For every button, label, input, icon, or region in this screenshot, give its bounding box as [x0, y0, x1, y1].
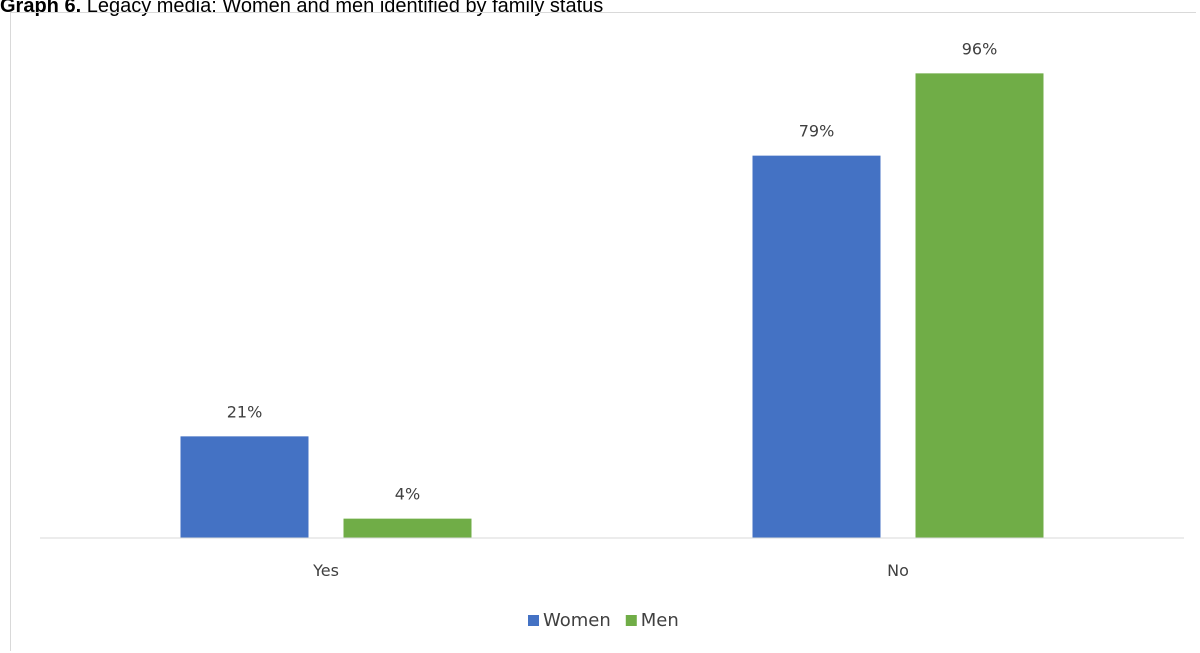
bar-men-yes: [343, 518, 472, 538]
legend-label-women: Women: [543, 610, 611, 631]
legend: Women Men: [528, 610, 679, 631]
data-label-women-no: 79%: [799, 122, 835, 141]
x-tick-label-yes: Yes: [312, 561, 339, 580]
bar-women-no: [752, 155, 881, 538]
chart-frame: [10, 12, 1196, 651]
legend-label-men: Men: [641, 610, 679, 631]
value-labels-group: 21% 4% 79% 96%: [227, 39, 998, 503]
bars-group: [180, 73, 1044, 539]
data-label-men-no: 96%: [962, 39, 998, 58]
legend-swatch-men: [625, 615, 637, 626]
bar-women-yes: [180, 436, 309, 538]
x-tick-label-no: No: [887, 561, 909, 580]
bar-men-no: [915, 73, 1044, 539]
x-tick-labels-group: Yes No: [312, 561, 909, 580]
data-label-women-yes: 21%: [227, 402, 263, 421]
legend-swatch-women: [528, 615, 539, 626]
data-label-men-yes: 4%: [395, 485, 420, 504]
